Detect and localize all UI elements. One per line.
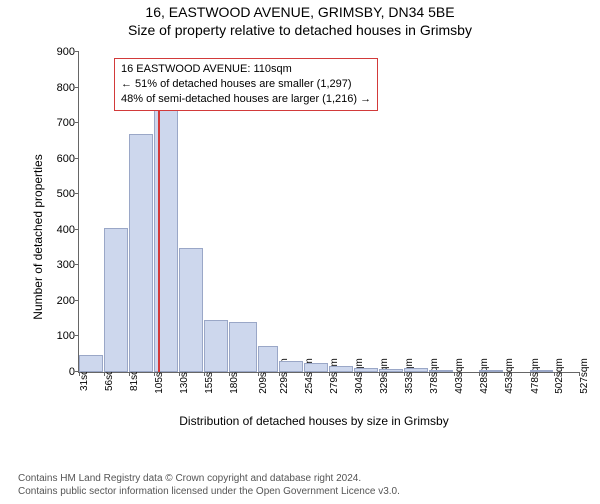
y-tick-mark: [75, 264, 79, 265]
x-tick-mark: [229, 372, 230, 376]
y-tick-mark: [75, 300, 79, 301]
info-box-line: 16 EASTWOOD AVENUE: 110sqm: [121, 62, 371, 77]
x-tick-label: 478sqm: [530, 358, 541, 394]
chart-container: Number of detached properties 0100200300…: [44, 52, 584, 422]
histogram-bar: [204, 320, 228, 372]
x-tick-label: 304sqm: [354, 358, 365, 394]
x-tick-mark: [129, 372, 130, 376]
x-tick-mark: [504, 372, 505, 376]
histogram-bar: [404, 368, 428, 372]
histogram-bar: [229, 322, 257, 372]
x-tick-mark: [579, 372, 580, 376]
x-tick-label: 428sqm: [479, 358, 490, 394]
x-tick-mark: [429, 372, 430, 376]
y-tick-label: 100: [57, 330, 75, 342]
x-tick-label: 403sqm: [454, 358, 465, 394]
x-tick-mark: [204, 372, 205, 376]
y-tick-label: 300: [57, 259, 75, 271]
x-tick-label: 329sqm: [379, 358, 390, 394]
property-marker-line: [158, 77, 160, 372]
x-tick-mark: [354, 372, 355, 376]
histogram-bar: [479, 370, 503, 372]
info-box-line: 48% of semi-detached houses are larger (…: [121, 92, 371, 107]
x-tick-mark: [304, 372, 305, 376]
x-tick-label: 502sqm: [554, 358, 565, 394]
y-tick-label: 900: [57, 46, 75, 58]
histogram-bar: [429, 370, 453, 372]
plot-area: 010020030040050060070080090031sqm56sqm81…: [78, 52, 579, 373]
x-tick-label: 378sqm: [429, 358, 440, 394]
histogram-bar: [329, 366, 353, 372]
histogram-bar: [354, 368, 378, 372]
x-tick-mark: [329, 372, 330, 376]
y-tick-label: 200: [57, 295, 75, 307]
x-tick-label: 353sqm: [404, 358, 415, 394]
y-axis-label: Number of detached properties: [31, 154, 45, 319]
x-tick-mark: [104, 372, 105, 376]
histogram-bar: [129, 134, 152, 372]
x-tick-mark: [530, 372, 531, 376]
info-box: 16 EASTWOOD AVENUE: 110sqm← 51% of detac…: [114, 58, 378, 111]
page-title-line2: Size of property relative to detached ho…: [0, 22, 600, 38]
x-tick-mark: [154, 372, 155, 376]
histogram-bar: [379, 369, 402, 372]
x-tick-mark: [258, 372, 259, 376]
histogram-bar: [179, 248, 203, 372]
y-tick-label: 400: [57, 224, 75, 236]
x-axis-label: Distribution of detached houses by size …: [179, 414, 448, 428]
y-tick-label: 700: [57, 117, 75, 129]
y-tick-label: 0: [69, 366, 75, 378]
info-box-line: ← 51% of detached houses are smaller (1,…: [121, 77, 371, 92]
y-tick-mark: [75, 335, 79, 336]
y-tick-label: 500: [57, 188, 75, 200]
histogram-bar: [304, 363, 328, 372]
page-title-line1: 16, EASTWOOD AVENUE, GRIMSBY, DN34 5BE: [0, 4, 600, 20]
x-tick-mark: [554, 372, 555, 376]
x-tick-mark: [479, 372, 480, 376]
y-tick-label: 800: [57, 82, 75, 94]
x-tick-mark: [454, 372, 455, 376]
x-tick-mark: [404, 372, 405, 376]
histogram-bar: [258, 346, 277, 372]
x-tick-mark: [79, 372, 80, 376]
y-tick-label: 600: [57, 153, 75, 165]
y-tick-mark: [75, 122, 79, 123]
histogram-bar: [79, 355, 103, 372]
y-tick-mark: [75, 158, 79, 159]
x-tick-mark: [279, 372, 280, 376]
y-tick-mark: [75, 229, 79, 230]
y-tick-mark: [75, 193, 79, 194]
histogram-bar: [104, 228, 128, 372]
y-tick-mark: [75, 51, 79, 52]
y-tick-mark: [75, 87, 79, 88]
footer-line2: Contains public sector information licen…: [18, 486, 400, 499]
attribution-footer: Contains HM Land Registry data © Crown c…: [18, 473, 400, 498]
histogram-bar: [279, 361, 303, 372]
x-tick-label: 453sqm: [504, 358, 515, 394]
x-tick-label: 527sqm: [579, 358, 590, 394]
x-tick-mark: [179, 372, 180, 376]
footer-line1: Contains HM Land Registry data © Crown c…: [18, 473, 400, 486]
x-tick-mark: [379, 372, 380, 376]
x-tick-label: 279sqm: [329, 358, 340, 394]
histogram-bar: [530, 370, 553, 372]
